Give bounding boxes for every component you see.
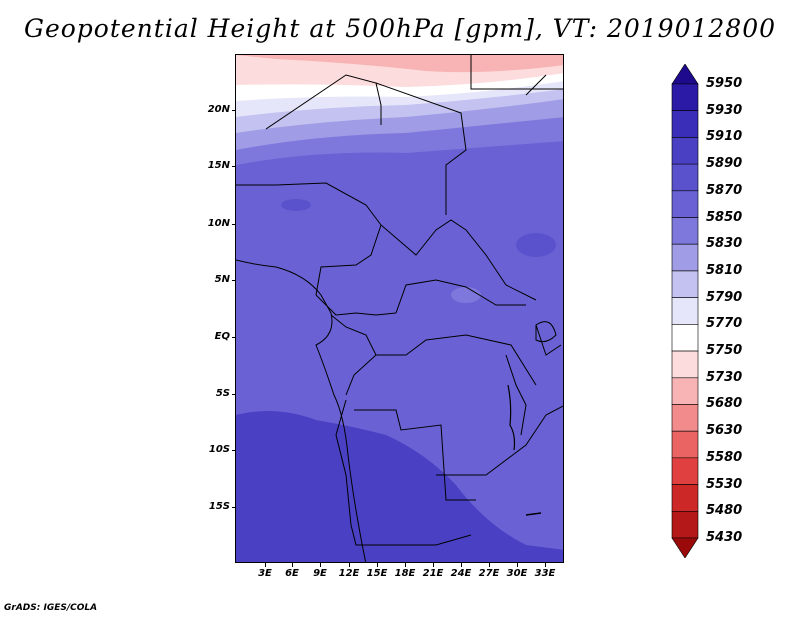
- colorbar-level-label: 5790: [706, 289, 743, 305]
- lake-victoria: [535, 321, 557, 343]
- colorbar-cell: [671, 137, 699, 165]
- colorbar-cell: [671, 324, 699, 352]
- colorbar: [671, 64, 699, 558]
- colorbar-cell: [671, 190, 699, 218]
- lon-tick: [320, 563, 321, 567]
- lon-tick: [377, 563, 378, 567]
- lon-label-12e: 12E: [338, 568, 360, 579]
- colorbar-cell: [671, 350, 699, 379]
- colorbar-level-label: 5850: [706, 209, 743, 225]
- grads-credit: GrADS: IGES/COLA: [4, 603, 98, 613]
- lon-tick: [292, 563, 293, 567]
- band-5730: [236, 55, 563, 73]
- colorbar-level-label: 5830: [706, 236, 743, 252]
- colorbar-level-label: 5480: [706, 503, 743, 519]
- lon-label-18e: 18E: [394, 568, 416, 579]
- patch-east: [516, 233, 556, 257]
- colorbar-cell: [671, 404, 699, 432]
- lon-tick: [265, 563, 266, 567]
- lat-label-15n: 15N: [207, 160, 230, 171]
- colorbar-cell: [671, 430, 699, 459]
- lon-label-30e: 30E: [506, 568, 528, 579]
- lat-tick: [232, 224, 236, 225]
- colorbar-cell: [671, 163, 699, 192]
- colorbar-level-label: 5630: [706, 423, 743, 439]
- colorbar-level-label: 5950: [706, 76, 743, 91]
- lake-malawi: [525, 512, 542, 516]
- colorbar-cell: [671, 243, 699, 272]
- lat-label-10s: 10S: [208, 444, 230, 455]
- lon-label-27e: 27E: [478, 568, 500, 579]
- chart-title: Geopotential Height at 500hPa [gpm], VT:…: [23, 14, 777, 43]
- lat-label-5s: 5S: [215, 388, 230, 399]
- colorbar-level-label: 5580: [706, 449, 743, 465]
- lon-label-6e: 6E: [285, 568, 299, 579]
- colorbar-cell: [671, 297, 699, 325]
- lon-tick: [405, 563, 406, 567]
- colorbar-cell: [671, 110, 699, 138]
- lat-label-eq: EQ: [214, 331, 230, 342]
- colorbar-cell: [671, 510, 699, 539]
- colorbar-cell: [671, 270, 699, 298]
- south-core: [236, 411, 563, 562]
- lon-label-24e: 24E: [450, 568, 472, 579]
- lat-label-20n: 20N: [207, 104, 230, 115]
- colorbar-level-label: 5530: [706, 476, 743, 492]
- lon-tick: [349, 563, 350, 567]
- colorbar-level-label: 5930: [706, 102, 743, 118]
- lon-label-9e: 9E: [313, 568, 327, 579]
- colorbar-cell: [671, 537, 699, 558]
- lon-label-15e: 15E: [366, 568, 388, 579]
- colorbar-level-label: 5730: [706, 369, 743, 385]
- colorbar-level-label: 5770: [706, 316, 743, 332]
- colorbar-level-label: 5910: [706, 129, 743, 145]
- lat-tick: [232, 450, 236, 451]
- lon-label-33e: 33E: [534, 568, 556, 579]
- lat-tick: [232, 110, 236, 111]
- lon-tick: [433, 563, 434, 567]
- colorbar-cell: [671, 83, 699, 112]
- lon-tick: [489, 563, 490, 567]
- colorbar-cell: [671, 457, 699, 485]
- lon-label-21e: 21E: [422, 568, 444, 579]
- map-panel: [235, 54, 564, 563]
- lon-tick: [545, 563, 546, 567]
- lat-label-10n: 10N: [207, 218, 230, 229]
- colorbar-level-label: 5750: [706, 343, 743, 359]
- map-svg: [236, 55, 563, 562]
- lat-label-5n: 5N: [214, 274, 230, 285]
- colorbar-cell: [671, 484, 699, 512]
- colorbar-level-label: 5890: [706, 156, 743, 172]
- lat-tick: [232, 166, 236, 167]
- coastline: [236, 259, 367, 562]
- lon-label-3e: 3E: [258, 568, 272, 579]
- colorbar-level-label: 5810: [706, 262, 743, 278]
- country-borders: [236, 55, 563, 546]
- colorbar-cell: [671, 64, 699, 85]
- lat-label-15s: 15S: [208, 501, 230, 512]
- colorbar-level-label: 5680: [706, 396, 743, 412]
- lat-tick: [232, 337, 236, 338]
- patch-center: [451, 287, 481, 303]
- lat-tick: [232, 280, 236, 281]
- lat-tick: [232, 507, 236, 508]
- colorbar-cell: [671, 377, 699, 405]
- lake-tanganyika: [507, 384, 516, 451]
- lon-tick: [517, 563, 518, 567]
- colorbar-cell: [671, 217, 699, 245]
- patch-west: [281, 199, 311, 211]
- colorbar-level-label: 5430: [706, 530, 743, 545]
- lat-tick: [232, 394, 236, 395]
- lon-tick: [461, 563, 462, 567]
- colorbar-level-label: 5870: [706, 182, 743, 198]
